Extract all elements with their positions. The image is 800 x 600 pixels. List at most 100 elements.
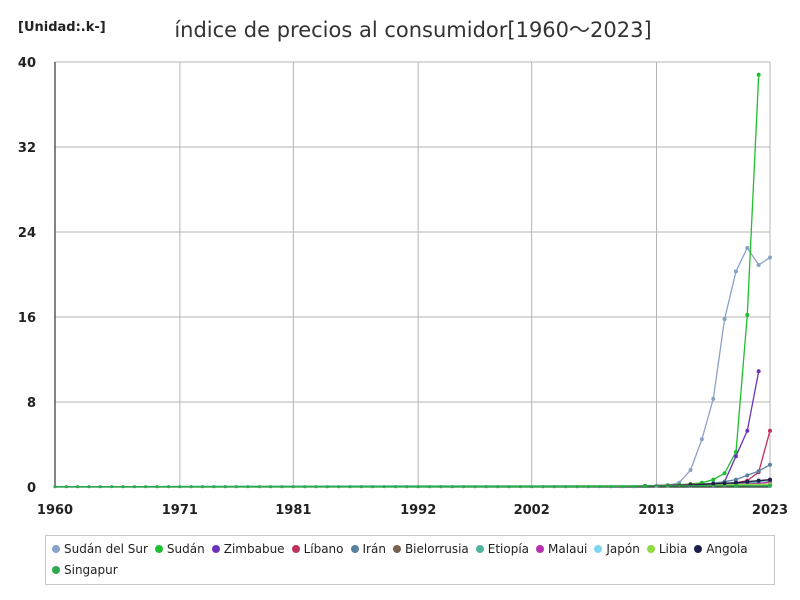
data-point [733,454,738,459]
data-point [359,485,364,489]
data-point [643,483,648,488]
series-sudán [54,72,761,488]
data-point [632,485,636,489]
series-layer [53,72,772,489]
grid-lines [54,61,771,488]
x-tick-label: 2002 [514,503,550,518]
data-point [246,485,250,489]
data-point [711,477,716,482]
legend-swatch [52,566,60,574]
baseline-points [53,485,636,489]
x-tick-label: 1960 [37,503,73,518]
legend-swatch [536,545,545,553]
data-point [541,485,545,489]
legend-swatch [291,545,300,553]
data-point [280,485,284,489]
data-point [609,485,613,489]
data-point [530,485,534,489]
chart-title: índice de precios al consumidor[1960～202… [174,18,652,42]
data-point [756,478,761,483]
data-point [87,485,91,489]
data-point [768,428,772,433]
data-point [620,485,625,489]
data-point [144,485,148,489]
data-point [132,485,137,489]
legend-item: Zimbabue [211,539,285,560]
data-point [711,481,716,486]
data-point [722,471,727,476]
data-point [200,485,205,489]
data-point [598,485,602,489]
data-point [427,485,432,489]
data-point [722,481,727,486]
legend-item: Japón [594,539,640,560]
legend-swatch [594,545,603,553]
legend-item: Bielorrusia [392,539,469,560]
data-point [178,485,182,489]
data-point [257,485,261,489]
data-point [450,485,454,489]
data-point [768,255,772,260]
data-point [745,312,750,317]
data-point [745,428,750,433]
x-tick-label: 1992 [400,503,436,518]
legend-label: Japón [606,542,640,556]
legend-item: Sudán [154,539,205,560]
data-point [371,485,375,489]
data-point [756,262,761,267]
data-point [121,485,125,489]
data-point [756,369,761,374]
data-point [64,485,68,489]
data-point [76,485,80,489]
y-tick-label: 16 [18,311,36,326]
tick-labels: 0 8 16 24 32 40 1960 1971 1981 1992 2002 2013 2023 [18,56,788,518]
series-líbano [643,428,772,488]
legend-swatch [694,545,703,553]
data-point [586,485,591,489]
legend-label: Libia [658,542,688,556]
data-point [575,485,579,489]
data-point [722,317,727,322]
data-point [496,485,500,489]
legend-label: Singapur [64,563,118,577]
unit-label: [Unidad:.k-] [18,20,106,35]
data-point [745,245,750,250]
data-point [189,485,193,489]
legend-item: Singapur [52,560,118,581]
data-point [461,485,466,489]
data-point [768,477,772,482]
data-point [518,485,522,489]
x-tick-label: 1971 [162,503,198,518]
legend-item: Malaui [536,539,587,560]
legend-item: Líbano [291,539,344,560]
series-zimbabue [643,369,761,488]
data-point [768,483,772,488]
data-point [756,72,761,77]
legend-swatch [475,545,484,553]
data-point [110,485,114,489]
legend-item: Etiopía [475,539,529,560]
data-point [269,485,273,489]
legend-swatch [646,545,655,553]
data-point [733,483,738,488]
line-chart: 0 8 16 24 32 40 1960 1971 1981 1992 2002 2013 2023 [18,56,788,518]
data-point [382,485,386,489]
data-point [733,480,738,485]
legend-label: Angola [706,542,748,556]
data-point [733,269,738,274]
data-point [325,485,329,489]
data-point [564,485,568,489]
data-point [552,485,556,489]
series-sudán-del-sur [643,245,772,488]
series-line [54,74,760,488]
series-line [645,246,771,487]
legend-label: Irán [362,542,386,556]
data-point [688,468,693,472]
data-point [98,485,102,489]
legend-item: Sudán del Sur [52,539,148,560]
data-point [303,485,307,489]
y-tick-label: 0 [27,481,36,496]
legend-swatch [52,545,60,553]
data-point [234,485,239,489]
y-tick-label: 24 [18,226,36,241]
